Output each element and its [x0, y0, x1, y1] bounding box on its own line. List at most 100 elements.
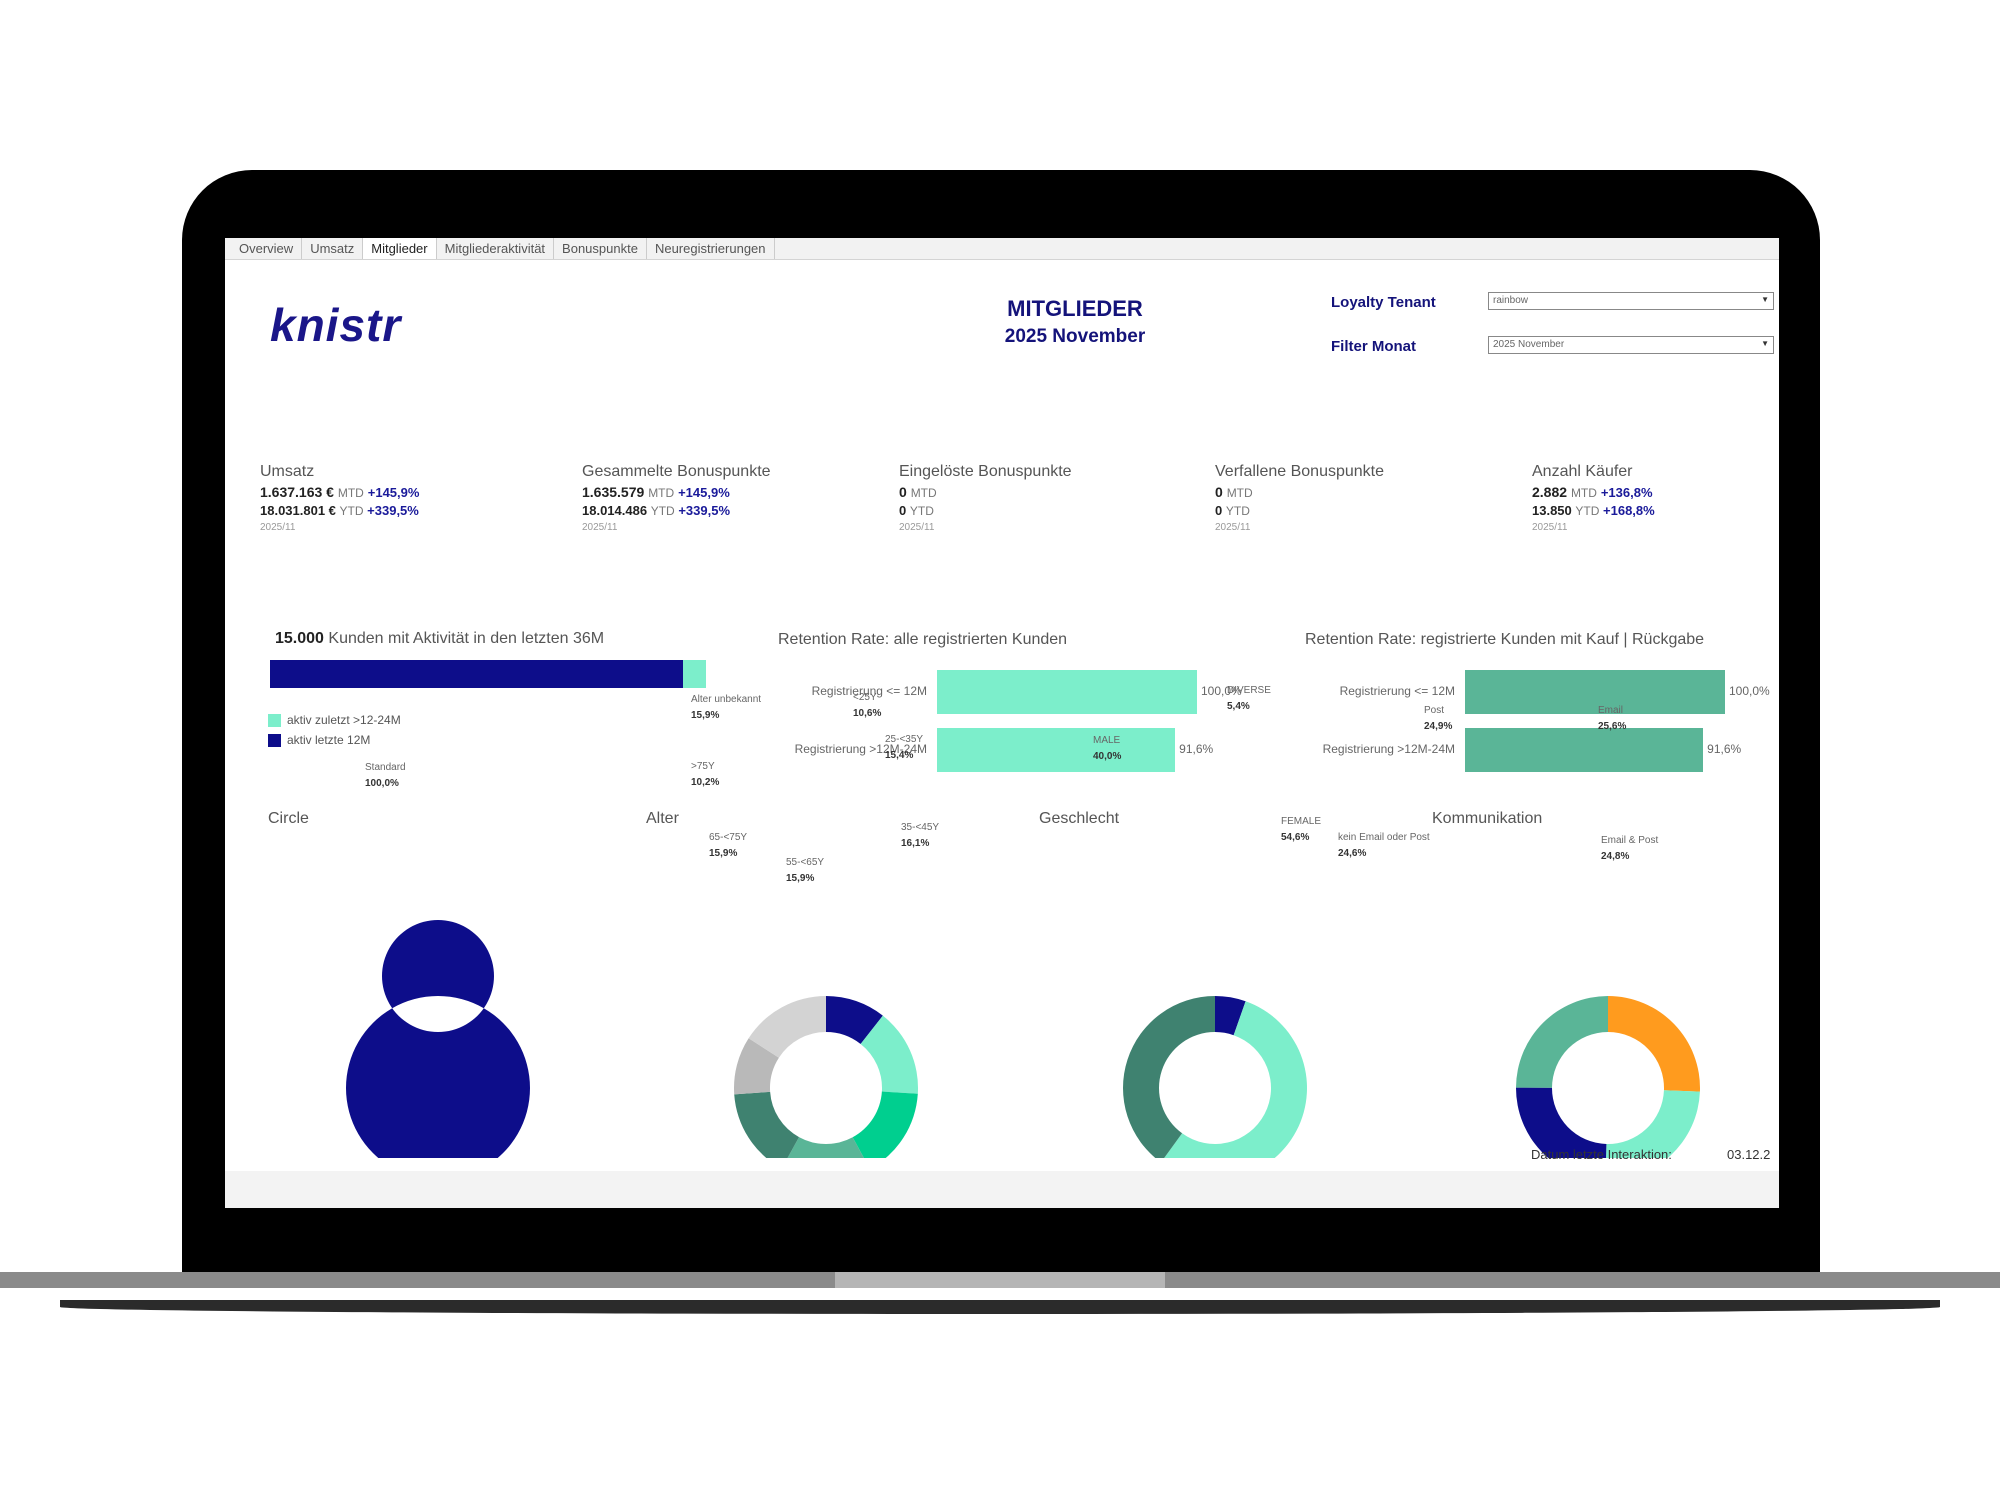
slice-percent: 25,6%: [1598, 721, 1627, 732]
retention-all-title: Retention Rate: alle registrierten Kunde…: [778, 631, 1068, 648]
donut-slice-label: Post 24,9%: [1424, 703, 1452, 735]
slice-percent: 15,9%: [691, 710, 720, 721]
activity-label: Kunden mit Aktivität in den letzten 36M: [328, 630, 605, 647]
kpi-ytd-unit: YTD: [909, 504, 934, 518]
slice-name: MALE: [1093, 735, 1121, 746]
retention-all-value-label: 91,6%: [1179, 742, 1214, 756]
kpi-mtd-value: 0: [899, 484, 907, 500]
retention-buy-bar: [1465, 670, 1725, 714]
legend-item-12-24m: aktiv zuletzt >12-24M: [268, 713, 401, 727]
loyalty-tenant-label: Loyalty Tenant: [1331, 294, 1436, 311]
kpi-mtd-change: +145,9%: [678, 485, 730, 500]
kpi-mtd-unit: MTD: [910, 486, 937, 500]
kpi-mtd-unit: MTD: [648, 486, 675, 500]
donut-charts: [346, 920, 1700, 1158]
kpi-ytd-unit: YTD: [1575, 504, 1600, 518]
donut-slice-label: Alter unbekannt 15,9%: [691, 692, 761, 724]
kpi-mtd: 1.637.163 € MTD +145,9%: [260, 484, 500, 500]
tab-umsatz[interactable]: Umsatz: [302, 238, 364, 259]
donut-slice-label: FEMALE 54,6%: [1281, 814, 1321, 846]
slice-name: DIVERSE: [1227, 685, 1271, 696]
donut-slice-label: 35-<45Y 16,1%: [901, 820, 939, 852]
slice-name: Standard: [365, 762, 406, 773]
slice-percent: 24,8%: [1601, 851, 1630, 862]
loyalty-tenant-value: rainbow: [1493, 295, 1529, 306]
chevron-down-icon: ▼: [1761, 295, 1769, 304]
alter-slice: [734, 1038, 779, 1095]
kpi-ytd: 0 YTD: [1215, 503, 1455, 518]
retention-all-category-label: Registrierung <= 12M: [811, 684, 927, 698]
donut-slice-label: <25Y 10,6%: [853, 690, 881, 722]
slice-name: <25Y: [853, 692, 877, 703]
alter-slice: [852, 1091, 918, 1158]
laptop-notch: [835, 1272, 1165, 1288]
kpi-card: Umsatz 1.637.163 € MTD +145,9% 18.031.801 …: [260, 463, 500, 533]
kpi-title: Anzahl Käufer: [1532, 463, 1633, 480]
loyalty-tenant-dropdown[interactable]: rainbow ▼: [1488, 292, 1774, 310]
tab-bonuspunkte[interactable]: Bonuspunkte: [554, 238, 647, 259]
slice-percent: 24,9%: [1424, 721, 1453, 732]
kpi-mtd: 0 MTD: [1215, 484, 1455, 500]
slice-name: kein Email oder Post: [1338, 832, 1430, 843]
circle-title: Circle: [268, 810, 309, 827]
kpi-ytd-value: 13.850: [1532, 503, 1572, 518]
kpi-ytd: 18.014.486 YTD +339,5%: [582, 503, 822, 518]
kpi-mtd-change: +145,9%: [367, 485, 420, 500]
donut-slice-label: MALE 40,0%: [1093, 733, 1121, 765]
kpi-mtd-unit: MTD: [1570, 486, 1597, 500]
slice-name: Email: [1598, 705, 1624, 716]
kpi-mtd: 2.882 MTD +136,8%: [1532, 484, 1772, 500]
slice-name: Alter unbekannt: [691, 694, 762, 705]
kpi-title: Gesammelte Bonuspunkte: [582, 463, 771, 480]
kpi-mtd-value: 0: [1215, 484, 1223, 500]
kpi-card: Anzahl Käufer 2.882 MTD +136,8% 13.850 YTD…: [1532, 463, 1772, 533]
geschlecht-title: Geschlecht: [1039, 810, 1120, 827]
kpi-ytd: 13.850 YTD +168,8%: [1532, 503, 1772, 518]
circle-slice: [346, 920, 530, 1158]
slice-percent: 10,6%: [853, 708, 882, 719]
filter-month-label: Filter Monat: [1331, 338, 1416, 355]
tab-neuregistrierungen[interactable]: Neuregistrierungen: [647, 238, 775, 259]
tab-mitgliederaktivität[interactable]: Mitgliederaktivität: [437, 238, 555, 259]
legend-item-12m: aktiv letzte 12M: [268, 733, 370, 747]
donut-slice-label: Email 25,6%: [1598, 703, 1626, 735]
geschlecht-slice: [1215, 996, 1246, 1036]
kommunikation-title: Kommunikation: [1432, 810, 1543, 827]
alter-slice: [787, 1137, 864, 1158]
kpi-ytd-value: 0: [899, 503, 907, 518]
kpi-ytd: 0 YTD: [899, 503, 1139, 518]
activity-bar-chart: [270, 660, 706, 688]
retention-buy-title: Retention Rate: registrierte Kunden mit …: [1305, 631, 1705, 648]
tab-overview[interactable]: Overview: [231, 238, 303, 259]
kpi-date: 2025/11: [260, 522, 296, 533]
retention-buy-category-label: Registrierung >12M-24M: [1322, 742, 1455, 756]
alter-slice: [734, 1091, 800, 1158]
knistr-logo: knistr: [270, 299, 402, 351]
geschlecht-slice: [1164, 1001, 1307, 1158]
alter-slice: [860, 1015, 918, 1094]
slice-name: Email & Post: [1601, 835, 1659, 846]
kommunikation-slice: [1516, 996, 1608, 1088]
filter-month-dropdown[interactable]: 2025 November ▼: [1488, 336, 1774, 354]
geschlecht-slice: [1123, 996, 1215, 1158]
retention-all-bar: [937, 728, 1176, 772]
slice-percent: 24,6%: [1338, 848, 1367, 859]
retention-all-value-label: 100,0%: [1201, 684, 1242, 698]
kpi-ytd-change: +339,5%: [367, 503, 419, 518]
slice-percent: 54,6%: [1281, 832, 1310, 843]
retention-buy-value-label: 91,6%: [1707, 742, 1742, 756]
slice-percent: 5,4%: [1227, 701, 1250, 712]
kpi-card: Verfallene Bonuspunkte 0 MTD 0 YTD 2025/1…: [1215, 463, 1455, 533]
slice-name: 55-<65Y: [786, 857, 825, 868]
page-subtitle: 2025 November: [1004, 326, 1146, 347]
slice-name: FEMALE: [1281, 816, 1322, 827]
retention-buy-bar: [1465, 728, 1704, 772]
donut-slice-label: Email & Post 24,8%: [1601, 833, 1658, 865]
legend-swatch: [268, 713, 281, 727]
chevron-down-icon: ▼: [1761, 339, 1769, 348]
donut-slice-label: >75Y 10,2%: [691, 759, 719, 791]
kpi-ytd-unit: YTD: [339, 504, 364, 518]
tab-mitglieder[interactable]: Mitglieder: [363, 238, 437, 259]
legend-label: aktiv zuletzt >12-24M: [287, 713, 401, 727]
page-title: MITGLIEDER 2025 November: [925, 296, 1225, 348]
